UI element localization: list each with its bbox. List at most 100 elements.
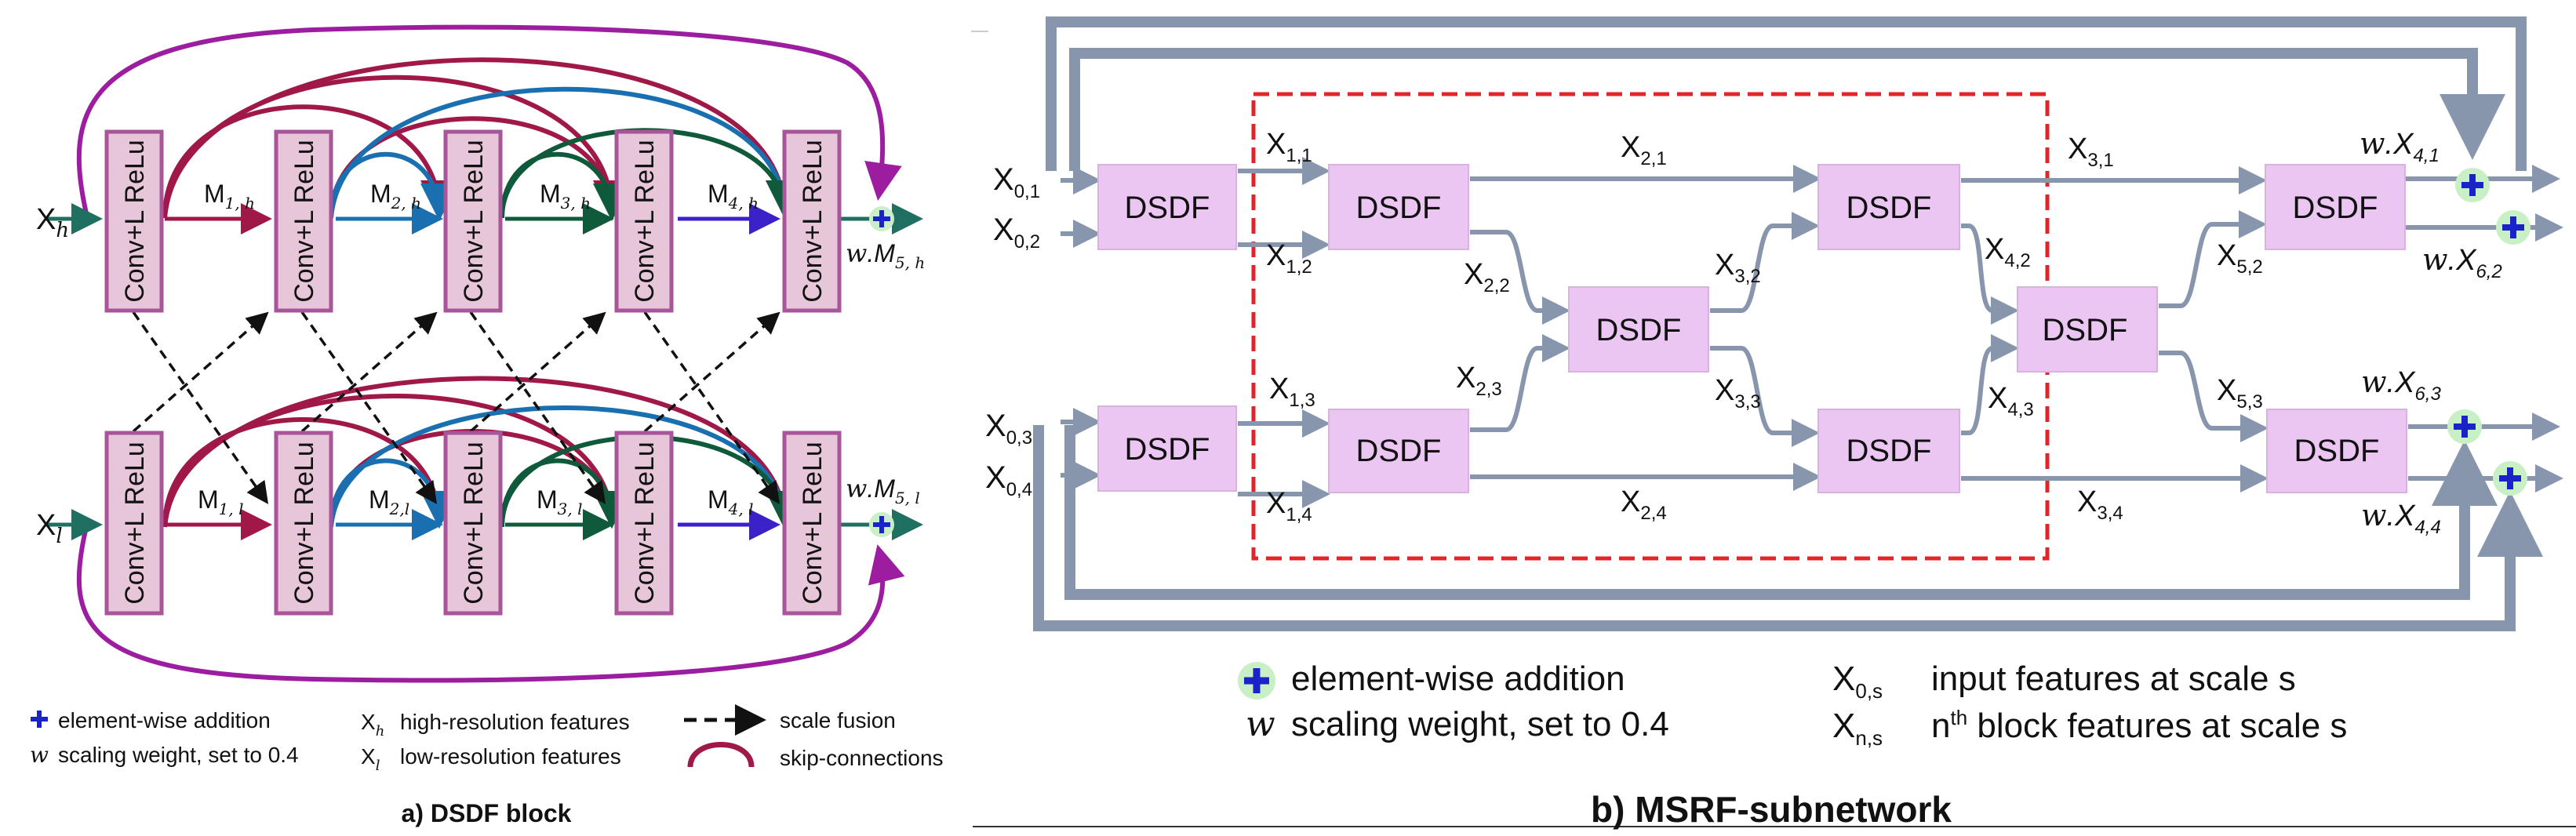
dsdf-block-6: [1817, 164, 1960, 250]
legend-b-w-symbol: w: [1246, 704, 1275, 744]
dsdf-label: DSDF: [1596, 313, 1682, 347]
outer-skip-l: [76, 526, 905, 683]
svg-text:X1,4: X1,4: [1266, 487, 1312, 525]
conv-block-l3: [443, 431, 503, 616]
add-node-l: [869, 512, 894, 537]
panel-b-msrf-subnetwork: DSDF DSDF DSDF DSDF DSDF DSDF DSDF DSDF …: [985, 16, 2563, 830]
dsdf-label: DSDF: [1125, 191, 1210, 225]
conv-label: Conv+L ReLu: [459, 140, 489, 303]
legend-xl: Xl: [361, 744, 380, 774]
legend-add-text: element-wise addition: [58, 708, 271, 732]
arc-icon: [687, 742, 755, 768]
svg-text:M4, l: M4, l: [708, 485, 754, 518]
svg-text:X1,3: X1,3: [1269, 373, 1315, 411]
output-h-label: w.M5, h: [846, 238, 925, 272]
legend-b-xn: Xn,s: [1832, 707, 1883, 750]
panel-a-dsdf-block: Conv+L ReLu Conv+L ReLu Conv+L ReLu Conv…: [30, 24, 944, 827]
input-xl: Xl: [36, 509, 63, 548]
svg-text:X2,4: X2,4: [1621, 485, 1667, 524]
svg-text:X0,4: X0,4: [985, 460, 1032, 500]
svg-text:w.X4,1: w.X4,1: [2360, 126, 2440, 166]
legend-b-add-text: element-wise addition: [1291, 660, 1625, 698]
legend-xh-text: high-resolution features: [400, 710, 630, 734]
connections: [1061, 157, 2563, 508]
svg-text:M1, h: M1, h: [204, 180, 255, 213]
dsdf-block-5: [1568, 286, 1709, 373]
svg-text:M2,l: M2,l: [369, 485, 409, 518]
edge-labels-b: X1,1 X1,2 X1,3 X1,4 X2,1 X2,2 X2,3 X2,4 …: [1266, 128, 2263, 525]
dsdf-blocks: DSDF DSDF DSDF DSDF DSDF DSDF DSDF DSDF …: [1097, 164, 2407, 493]
conv-block-l4: [614, 431, 674, 616]
svg-text:M4, h: M4, h: [708, 180, 759, 213]
conv-block-l2: [274, 431, 333, 616]
svg-text:X0,2: X0,2: [993, 213, 1040, 253]
conv-label: Conv+L ReLu: [459, 442, 489, 605]
dsdf-block-8: [2017, 286, 2158, 373]
legend-skip-text: skip-connections: [780, 746, 944, 770]
plus-icon: [1238, 662, 1275, 700]
legend-w-symbol: w: [30, 742, 49, 768]
conv-label: Conv+L ReLu: [120, 442, 150, 605]
dsdf-label: DSDF: [1846, 191, 1932, 225]
conv-block-l5: [782, 431, 842, 616]
svg-text:X3,2: X3,2: [1715, 249, 1761, 287]
conv-blocks-top: Conv+L ReLu Conv+L ReLu Conv+L ReLu Conv…: [104, 129, 842, 313]
dsdf-label: DSDF: [1846, 434, 1932, 468]
legend-b: element-wise addition w scaling weight, …: [1238, 660, 2347, 750]
dsdf-block-4: [1328, 409, 1469, 493]
dsdf-block-2: [1097, 405, 1237, 492]
legend-xh: Xh: [361, 710, 384, 740]
edge-labels-h: M1, h M2, h M3, h M4, h: [204, 180, 759, 213]
conv-block-h3: [443, 129, 503, 313]
legend-xl-text: low-resolution features: [400, 744, 621, 769]
legend-b-xn-text: nth block features at scale s: [1931, 706, 2347, 745]
dsdf-label: DSDF: [2294, 434, 2380, 468]
plus-icon: [2493, 461, 2527, 496]
legend-fusion-text: scale fusion: [780, 708, 896, 732]
dsdf-label: DSDF: [1125, 432, 1210, 467]
svg-text:X2,2: X2,2: [1464, 258, 1510, 296]
dsdf-label: DSDF: [1356, 434, 1442, 468]
legend-b-x0-text: input features at scale s: [1931, 660, 2296, 698]
input-xh: Xh: [36, 203, 69, 242]
plus-icon: [2447, 409, 2482, 444]
dsdf-block-9b: [2265, 164, 2406, 250]
caption-a: a) DSDF block: [402, 799, 572, 827]
legend-a: element-wise addition w scaling weight, …: [30, 704, 944, 774]
plus-icon: [2496, 210, 2531, 245]
dsdf-block-1: [1097, 164, 1237, 250]
add-node-h: [869, 206, 894, 231]
conv-label: Conv+L ReLu: [289, 442, 319, 605]
svg-text:w.X4,4: w.X4,4: [2361, 498, 2441, 538]
long-skips-bottom: [1033, 425, 2543, 631]
svg-text:X3,1: X3,1: [2068, 133, 2114, 171]
dsdf-block-10: [2266, 409, 2407, 493]
conv-label: Conv+L ReLu: [798, 442, 828, 605]
svg-text:X4,2: X4,2: [1985, 233, 2031, 271]
input-labels: X0,1 X0,2 X0,3 X0,4: [985, 162, 1040, 500]
plus-icon: [31, 711, 48, 728]
dsdf-label: DSDF: [1356, 191, 1442, 225]
conv-block-h5: [782, 129, 842, 313]
svg-text:X0,1: X0,1: [993, 162, 1040, 202]
svg-text:X3,3: X3,3: [1715, 374, 1761, 413]
plus-icon: [2455, 168, 2490, 202]
conv-block-h1: [104, 129, 164, 313]
dsdf-label: DSDF: [2293, 191, 2378, 225]
svg-text:w.X6,3: w.X6,3: [2361, 365, 2441, 405]
outer-skip-h: [76, 24, 902, 214]
svg-text:X5,3: X5,3: [2217, 374, 2263, 413]
conv-label: Conv+L ReLu: [798, 140, 828, 303]
add-nodes-b: [2447, 168, 2531, 496]
conv-label: Conv+L ReLu: [630, 140, 660, 303]
svg-text:M3, l: M3, l: [537, 485, 583, 518]
legend-b-x0: X0,s: [1832, 660, 1883, 703]
svg-text:X2,1: X2,1: [1621, 131, 1667, 169]
svg-text:M3, h: M3, h: [540, 180, 591, 213]
output-labels-b: w.X4,1 w.X6,2 w.X6,3 w.X4,4: [2360, 126, 2502, 538]
output-l-label: w.M5, l: [846, 474, 920, 507]
dsdf-block-7: [1817, 409, 1960, 493]
dsdf-label: DSDF: [2043, 313, 2128, 347]
scale-fusion-links: [132, 311, 780, 504]
